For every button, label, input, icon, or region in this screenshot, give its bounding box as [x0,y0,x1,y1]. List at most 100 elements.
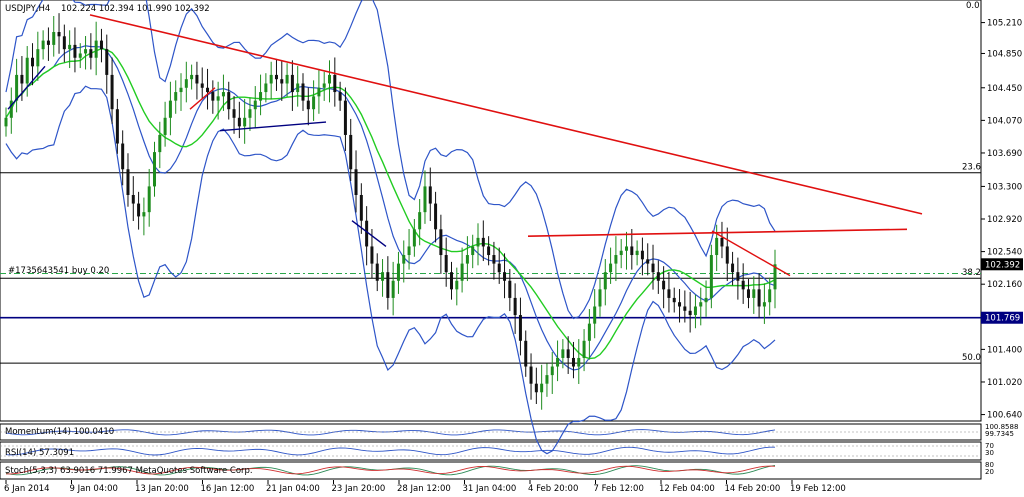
candle-body [513,297,517,316]
candle-body [582,340,586,358]
ma-line [5,47,776,360]
symbol-label: USDJPY,H4 [5,4,50,14]
trendline-blue-2 [7,65,46,110]
candle-body [227,92,231,110]
candle-body [206,87,210,93]
candle-body [545,375,549,384]
candle-body [237,117,241,127]
candle-body [190,74,194,80]
candle-body [651,263,655,273]
price-tick-label: 105.210 [987,19,1022,29]
candle-body [381,272,385,281]
stoch-label: Stoch(5,3,3) 63.9016 71.9967 MetaQuotes … [5,466,253,476]
candle-body [465,255,469,264]
candle-body [386,272,390,298]
candle-body [571,357,575,367]
candle-body [296,83,300,93]
candle-body [407,246,411,256]
candle-body [428,186,432,204]
candle-body [349,134,353,170]
candle-body [481,237,485,247]
indicator-lines [0,429,981,476]
candle-body [444,255,448,273]
price-tick-label: 101.020 [987,378,1022,388]
bb-lower [5,85,776,455]
time-label: 7 Feb 12:00 [594,484,644,494]
candle-body [534,383,538,393]
candle-body [630,246,634,256]
candle-body [84,49,88,54]
momentum-scale-label: 99.7345 [985,430,1014,438]
price-tick-label: 104.070 [987,116,1022,126]
rsi-line [5,446,776,456]
candle-body [540,383,544,393]
candle-body [503,272,507,281]
candle-body [688,310,692,316]
candle-body [36,49,40,67]
stoch-pane[interactable] [0,461,982,480]
candle-body [184,79,188,88]
candle-body [4,117,8,127]
candle-body [137,203,141,217]
candle-body [195,74,199,84]
candle-body [471,246,475,256]
candle-body [561,349,565,358]
drawn-objects[interactable] [7,14,923,277]
candle-body [773,264,777,290]
time-label: 14 Feb 20:00 [725,484,781,494]
candle-body [492,255,496,264]
price-tick-label: 103.300 [987,182,1022,192]
candle-body [529,366,533,384]
hline-price-box [981,311,1023,324]
candle-body [57,32,61,37]
candle-body [693,306,697,316]
candle-body [243,117,247,127]
rsi-pane[interactable] [0,441,982,461]
price-tick-label: 104.450 [987,84,1022,94]
candle-body [614,255,618,264]
trendline-short [711,230,791,277]
candle-body [359,194,363,221]
candle-body [566,349,570,358]
fib-level-label: 50.0 [962,353,981,363]
candle-body [672,297,676,303]
candle-body [752,289,756,298]
candle-body [370,246,374,264]
candle-body [418,212,422,230]
candle-body [619,250,623,256]
top-right-value: 0.0 [966,1,980,11]
candle-body [338,92,342,101]
momentum-label: Momentum(14) 100.0410 [5,427,114,437]
candle-body [757,289,761,307]
candle-body [508,280,512,298]
candle-body [269,74,273,84]
time-label: 6 Jan 2014 [4,484,50,494]
candle-body [609,263,613,273]
trendline-main [89,14,923,215]
time-label: 16 Jan 12:00 [201,484,255,494]
candle-body [391,280,395,298]
candle-body [646,259,650,264]
candle-body [593,306,597,324]
candle-body [94,40,98,58]
candle-body [52,32,56,45]
candle-body [174,92,178,101]
candle-body [9,100,13,118]
momentum-pane[interactable] [0,423,982,441]
candle-body [211,92,215,101]
candle-body [158,134,162,153]
candle-body [221,92,225,97]
candle-body [455,280,459,290]
trendline-blue-1 [219,121,327,132]
candle-body [232,109,236,118]
candles [4,13,777,410]
candle-body [683,306,687,311]
candle-body [396,263,400,281]
candle-body [640,250,644,260]
time-label: 9 Jan 04:00 [70,484,118,494]
candle-body [667,289,671,298]
price-tick-label: 103.690 [987,149,1022,159]
candle-body [625,246,629,251]
